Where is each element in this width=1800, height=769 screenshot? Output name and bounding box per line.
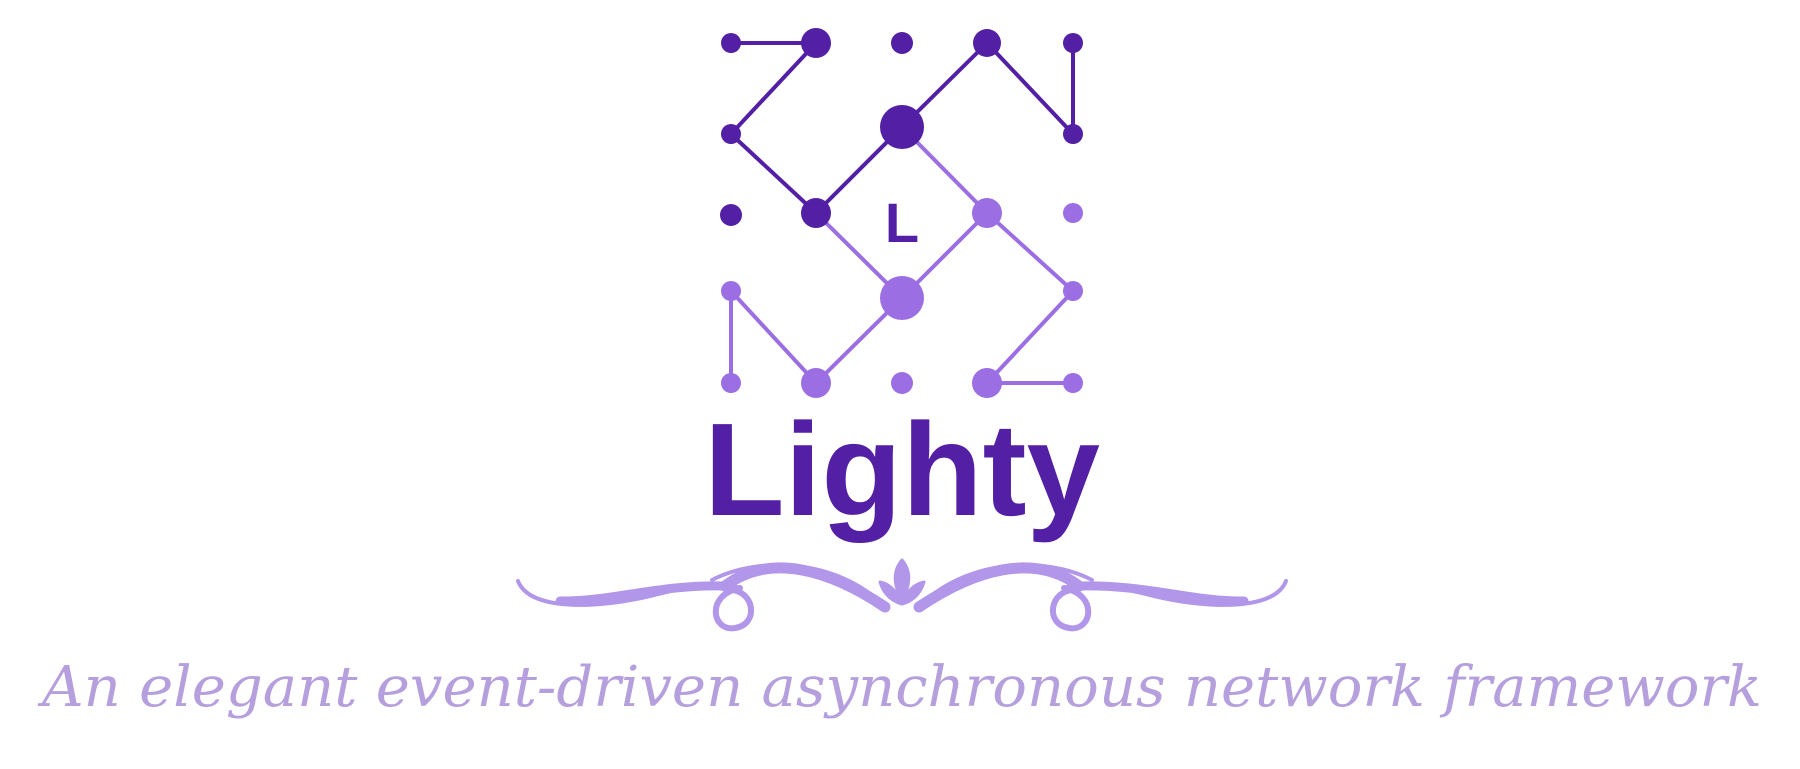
logo-letter: L <box>885 191 919 254</box>
network-nodes-dark <box>720 28 1083 228</box>
network-nodes-light <box>721 198 1083 398</box>
tagline: An elegant event-driven asynchronous net… <box>37 655 1762 720</box>
ornament-divider <box>516 558 1288 632</box>
logo-wordmark: Lighty <box>704 396 1100 543</box>
network-graph-icon: L <box>720 28 1083 398</box>
network-edges-light <box>729 125 1075 385</box>
